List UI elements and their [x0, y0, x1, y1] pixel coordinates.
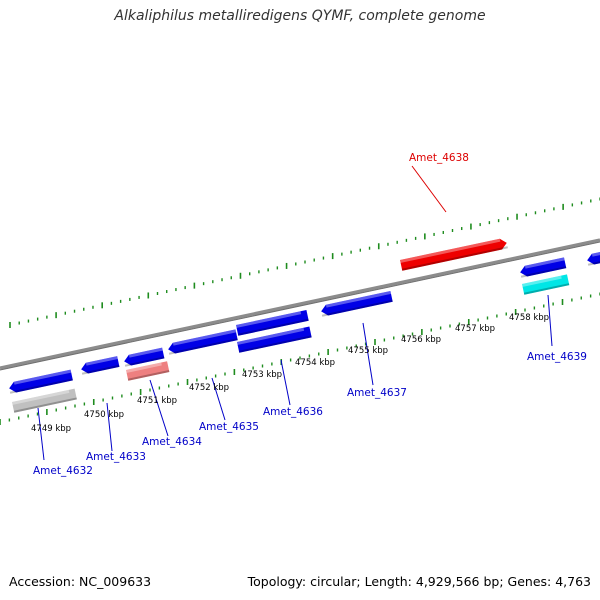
leader-line — [106, 402, 113, 452]
scale-label: 4749 kbp — [31, 424, 71, 434]
gene-amet-4636-a-shape — [236, 309, 309, 336]
gene-amet-4633 — [81, 356, 120, 375]
gene-amet-4635 — [168, 329, 238, 355]
gene-features — [9, 238, 600, 413]
genome-backbone — [0, 238, 600, 370]
gene-amet-4639-highlight — [524, 257, 565, 269]
gene-amet-4638-shape — [400, 238, 507, 271]
scale-label: 4752 kbp — [189, 383, 229, 393]
gene-amet-4634-highlight — [128, 347, 163, 358]
gene-gray-block — [12, 388, 77, 413]
gene-cyan-block-shape — [522, 274, 570, 295]
gene-amet-4639-shade — [520, 266, 567, 278]
gene-amet-4639 — [520, 257, 567, 278]
genome-summary-text: Topology: circular; Length: 4,929,566 bp… — [247, 574, 591, 589]
gene-amet-4633-highlight — [85, 356, 118, 366]
gene-amet-4634-shape — [124, 347, 165, 366]
gene-amet-4633-shape — [81, 356, 120, 374]
gene-gray-block-highlight — [12, 389, 70, 405]
scale-labels: 4749 kbp 4750 kbp 4751 kbp 4752 kbp 4753 kbp… — [31, 313, 549, 434]
gene-amet-4635-highlight — [172, 329, 237, 346]
gene-amet-4636-a — [236, 309, 309, 336]
gene-cyan-block-shade — [523, 283, 570, 295]
accession-text: Accession: NC_009633 — [9, 574, 152, 589]
gene-labels: Amet_4632 Amet_4633 Amet_4634 Amet_4635 Amet… — [33, 152, 587, 477]
leader-line — [411, 165, 447, 213]
gene-cyan-block — [522, 274, 570, 295]
gene-amet-4637-shape — [321, 290, 393, 316]
gene-pink-block-shade — [127, 370, 170, 381]
leader-line — [280, 359, 291, 406]
gene-amet-4632 — [9, 369, 73, 394]
leader-line — [362, 322, 374, 386]
scale-label: 4755 kbp — [348, 346, 388, 356]
gene-amet-4637-highlight — [325, 290, 392, 308]
gene-amet-4636-b-shape — [237, 326, 312, 353]
gene-amet-4636-a-highlight — [236, 311, 302, 328]
gene-edge — [587, 250, 600, 266]
gene-label[interactable]: Amet_4632 — [33, 465, 93, 477]
gene-edge-shape — [587, 250, 600, 265]
gene-amet-4632-highlight — [13, 369, 72, 385]
gene-gray-block-shape — [12, 388, 77, 413]
gene-edge-highlight — [591, 250, 600, 257]
scale-label: 4754 kbp — [295, 358, 335, 368]
gene-amet-4632-shape — [9, 369, 73, 393]
gene-amet-4636-a-shade — [237, 318, 309, 336]
gene-pink-block — [125, 361, 170, 381]
scale-label: 4751 kbp — [137, 396, 177, 406]
gene-amet-4637 — [321, 290, 393, 317]
leader-line — [149, 379, 169, 437]
gene-label[interactable]: Amet_4639 — [527, 351, 587, 363]
gene-amet-4638-highlight — [400, 238, 501, 263]
gene-cyan-block-highlight — [522, 275, 562, 287]
gene-amet-4636-b-highlight — [237, 327, 305, 345]
gene-label[interactable]: Amet_4635 — [199, 421, 259, 433]
scale-label: 4753 kbp — [242, 370, 282, 380]
gene-edge-shade — [587, 259, 600, 266]
tick-marks — [0, 197, 600, 425]
gene-amet-4638-shade — [401, 246, 508, 271]
gene-amet-4634 — [124, 347, 165, 367]
gene-label[interactable]: Amet_4638 — [409, 152, 469, 164]
scale-label: 4757 kbp — [455, 324, 495, 334]
gene-pink-block-highlight — [125, 362, 162, 373]
gene-amet-4632-shade — [9, 378, 73, 394]
gene-amet-4638 — [400, 238, 508, 271]
gene-label[interactable]: Amet_4633 — [86, 451, 146, 463]
leader-line — [37, 407, 45, 461]
gene-label[interactable]: Amet_4634 — [142, 436, 202, 448]
leader-line — [547, 294, 553, 347]
gene-amet-4635-shape — [168, 329, 238, 354]
scale-label: 4758 kbp — [509, 313, 549, 323]
gene-label[interactable]: Amet_4636 — [263, 406, 323, 418]
gene-gray-block-shade — [13, 397, 77, 413]
gene-amet-4639-shape — [520, 257, 567, 277]
scale-label: 4756 kbp — [401, 335, 441, 345]
genome-title: Alkaliphilus metalliredigens QYMF, compl… — [114, 8, 486, 24]
gene-pink-block-shape — [126, 361, 170, 381]
gene-amet-4634-shade — [124, 356, 165, 367]
gene-amet-4636-b-shade — [238, 335, 312, 353]
gene-amet-4636-b — [237, 326, 312, 353]
gene-amet-4633-shade — [81, 364, 120, 375]
gene-label[interactable]: Amet_4637 — [347, 387, 407, 399]
leader-line — [211, 377, 226, 421]
scale-label: 4750 kbp — [84, 410, 124, 420]
genome-backbone-shadow — [0, 241, 600, 371]
gene-amet-4635-shade — [168, 338, 238, 355]
gene-amet-4637-shade — [321, 299, 393, 317]
